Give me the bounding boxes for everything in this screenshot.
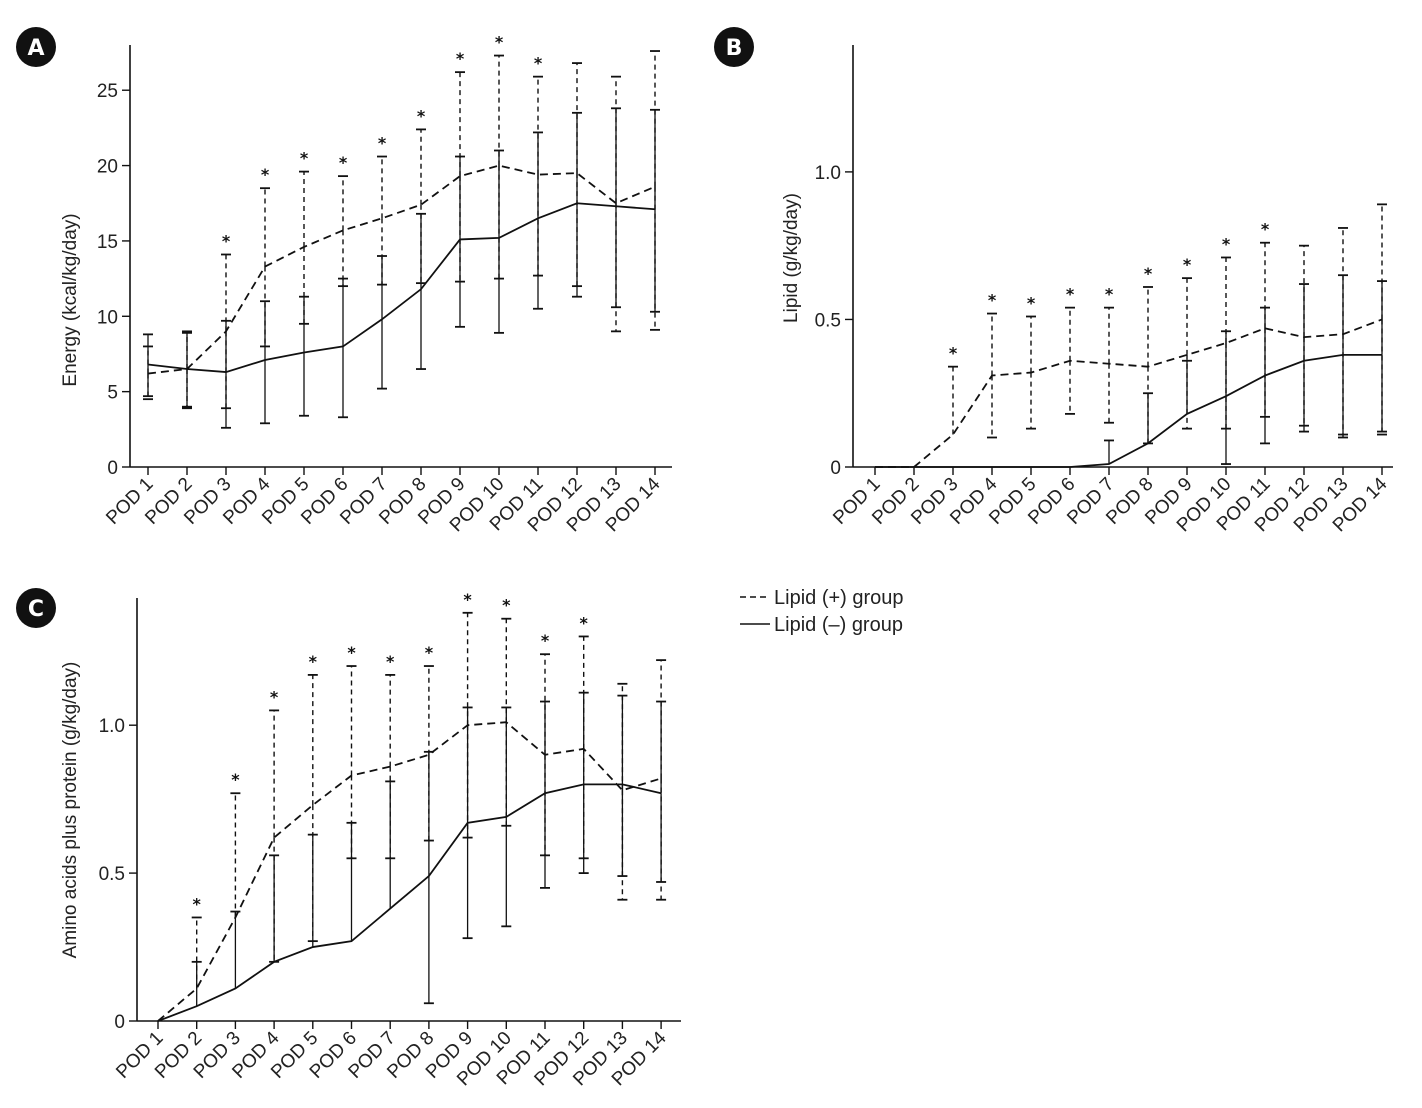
panel-a-significance-star: * xyxy=(261,165,270,184)
panel-b-significance-star: * xyxy=(1105,285,1114,304)
panel-a-y-tick-label: 15 xyxy=(97,232,118,253)
panel-c-significance-star: * xyxy=(309,652,318,671)
panel-a-significance-star: * xyxy=(417,106,426,125)
panel-b-significance-star: * xyxy=(988,291,997,310)
panel-b-significance-star: * xyxy=(1183,255,1192,274)
panel-a-significance-star: * xyxy=(300,149,309,168)
panel-a-y-tick-label: 25 xyxy=(97,81,118,102)
panel-b-significance-star: * xyxy=(1027,293,1036,312)
panel-b-y-tick-label: 0 xyxy=(830,458,841,479)
panel-a-significance-star: * xyxy=(456,49,465,68)
panel-b-y-tick-label: 0.5 xyxy=(815,310,841,331)
panel-c-significance-star: * xyxy=(231,770,240,789)
panel-c-series-lipid-plus-line xyxy=(157,721,662,1022)
panel-a-significance-star: * xyxy=(222,231,231,250)
legend-label-lipid-minus: Lipid (–) group xyxy=(774,614,903,636)
panel-c-y-axis-title: Amino acids plus protein (g/kg/day) xyxy=(60,662,81,959)
panel-b-series-lipid-plus-line xyxy=(875,318,1383,468)
panel-a-y-tick-label: 5 xyxy=(107,383,118,404)
panel-c-significance-star: * xyxy=(425,643,434,662)
panel-b-significance-star: * xyxy=(1222,234,1231,253)
panel-b-series-lipid-minus-line xyxy=(875,353,1382,468)
panel-c-significance-star: * xyxy=(386,652,395,671)
panel-c-y-tick-label: 0 xyxy=(114,1012,125,1033)
panel-a-badge-label: A xyxy=(27,36,44,61)
panel-c-y-tick-label: 0.5 xyxy=(99,864,125,885)
panel-c-significance-star: * xyxy=(347,643,356,662)
panel-b-badge-label: B xyxy=(726,36,743,61)
panel-c-series-lipid-minus-line xyxy=(157,783,662,1022)
panel-a-series-lipid-minus-line xyxy=(147,202,656,373)
panel-c-badge xyxy=(16,588,56,628)
panel-b-y-tick-label: 1.0 xyxy=(815,163,841,184)
panel-a-y-tick-label: 0 xyxy=(107,458,118,479)
panel-b-y-axis-title: Lipid (g/kg/day) xyxy=(781,193,802,323)
panel-a-significance-star: * xyxy=(339,153,348,172)
panel-c-significance-star: * xyxy=(580,613,589,632)
panel-b-significance-star: * xyxy=(1066,285,1075,304)
panel-a-significance-star: * xyxy=(495,33,504,52)
panel-c-significance-star: * xyxy=(463,590,472,609)
panel-c-y-tick-label: 1.0 xyxy=(99,716,125,737)
panel-c: C Amino acids plus protein (g/kg/day) 0 0… xyxy=(16,588,681,1090)
panel-c-significance-star: * xyxy=(193,894,202,913)
panel-b-significance-star: * xyxy=(949,344,958,363)
panel-c-significance-star: * xyxy=(541,631,550,650)
panel-a-badge xyxy=(16,27,56,67)
panel-a-significance-star: * xyxy=(378,134,387,153)
panel-b-significance-star: * xyxy=(1261,220,1270,239)
panel-b-significance-star: * xyxy=(1144,264,1153,283)
panel-a-y-axis-title: Energy (kcal/kg/day) xyxy=(60,213,81,386)
panel-a-y-tick-label: 20 xyxy=(97,157,118,178)
panel-a-y-tick-label: 10 xyxy=(97,307,118,328)
panel-a-significance-star: * xyxy=(534,54,543,73)
legend-label-lipid-plus: Lipid (+) group xyxy=(774,587,904,609)
legend: Lipid (+) group Lipid (–) group xyxy=(740,587,904,636)
panel-c-significance-star: * xyxy=(270,687,279,706)
panel-b-badge xyxy=(714,27,754,67)
panel-a-series-lipid-plus-line xyxy=(147,164,656,375)
panel-c-badge-label: C xyxy=(28,597,44,622)
panel-c-significance-star: * xyxy=(502,596,511,615)
